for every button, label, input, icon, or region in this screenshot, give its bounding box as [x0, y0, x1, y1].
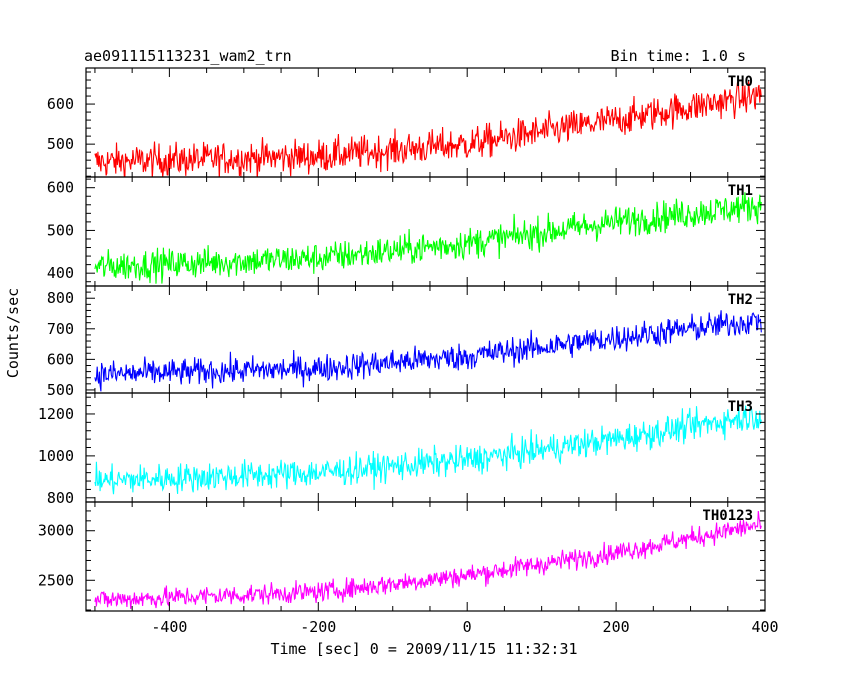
- x-tick-label: 400: [751, 618, 778, 636]
- y-tick-label: 1000: [38, 447, 74, 465]
- y-tick-label: 2500: [38, 571, 74, 589]
- panel-frame: [85, 392, 766, 503]
- panel-frame: [85, 67, 766, 178]
- series-line-th0: [94, 78, 762, 177]
- series-line-th2: [94, 310, 762, 392]
- y-tick-label: 800: [47, 489, 74, 507]
- y-tick-label: 3000: [38, 522, 74, 540]
- y-tick-label: 600: [47, 179, 74, 197]
- y-tick-label: 800: [47, 289, 74, 307]
- bin-time-label: Bin time: 1.0 s: [611, 47, 746, 65]
- panel-frame: [85, 501, 766, 612]
- x-tick-label: -400: [151, 618, 187, 636]
- panel-label: TH0: [728, 74, 753, 90]
- x-axis-label: Time [sec] 0 = 2009/11/15 11:32:31: [270, 640, 577, 658]
- chart-title: ae091115113231_wam2_trn: [84, 47, 292, 65]
- y-tick-label: 500: [47, 221, 74, 239]
- series-line-th1: [94, 192, 762, 284]
- panel-label: TH1: [728, 183, 753, 199]
- y-tick-label: 400: [47, 264, 74, 282]
- x-tick-label: 200: [603, 618, 630, 636]
- y-tick-label: 500: [47, 135, 74, 153]
- panels: TH0 500 600 TH1 400 500 600 TH2 500 600 700 800 TH3 8…: [38, 67, 779, 636]
- x-tick-label: 0: [463, 618, 472, 636]
- y-tick-label: 700: [47, 320, 74, 338]
- panel-label: TH2: [728, 292, 753, 308]
- y-axis-label: Counts/sec: [4, 288, 22, 378]
- series-line-th3: [94, 405, 762, 495]
- y-tick-label: 1200: [38, 405, 74, 423]
- y-tick-label: 500: [47, 381, 74, 399]
- y-tick-label: 600: [47, 350, 74, 368]
- panel-label: TH3: [728, 399, 753, 415]
- y-tick-label: 600: [47, 95, 74, 113]
- series-line-th0123: [94, 510, 762, 609]
- panel-label: TH0123: [702, 508, 753, 524]
- x-tick-label: -200: [300, 618, 336, 636]
